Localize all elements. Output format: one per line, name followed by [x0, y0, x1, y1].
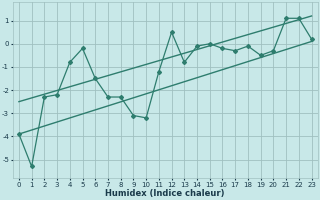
- X-axis label: Humidex (Indice chaleur): Humidex (Indice chaleur): [106, 189, 225, 198]
